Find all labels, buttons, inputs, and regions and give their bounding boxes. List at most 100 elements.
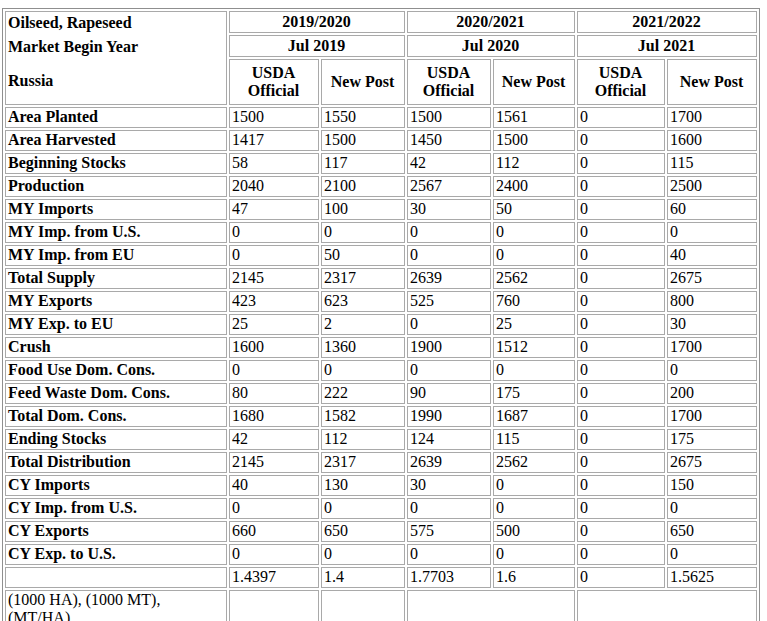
- value-cell: 30: [407, 199, 491, 220]
- units-row: (1000 HA), (1000 MT), (MT/HA): [5, 590, 757, 621]
- new-post-header-1: New Post: [321, 59, 405, 105]
- value-cell: 2639: [407, 452, 491, 473]
- table-row: MY Imp. from EU 0 50 0 0 0 40: [5, 245, 757, 266]
- value-cell: 0: [493, 475, 575, 496]
- value-cell: 0: [577, 498, 665, 519]
- value-cell: 0: [407, 222, 491, 243]
- value-cell: 0: [407, 314, 491, 335]
- value-cell: 525: [407, 291, 491, 312]
- value-cell: 1360: [321, 337, 405, 358]
- market-begin-year-label: Market Begin Year: [8, 35, 223, 59]
- value-cell: 0: [229, 544, 319, 565]
- table-footer: (1000 HA), (1000 MT), (MT/HA): [5, 590, 757, 621]
- usda-official-header-3: USDA Official: [577, 59, 665, 105]
- value-cell: 100: [321, 199, 405, 220]
- value-cell: 1512: [493, 337, 575, 358]
- value-cell: 0: [577, 406, 665, 427]
- value-cell: 1900: [407, 337, 491, 358]
- value-cell: 47: [229, 199, 319, 220]
- value-cell: 42: [407, 153, 491, 174]
- value-cell: 0: [493, 245, 575, 266]
- table-row: Total Dom. Cons. 1680 1582 1990 1687 0 1…: [5, 406, 757, 427]
- row-label: MY Imp. from U.S.: [5, 222, 227, 243]
- value-cell: 1500: [229, 107, 319, 128]
- value-cell: 1700: [667, 406, 757, 427]
- value-cell: 0: [577, 360, 665, 381]
- value-cell: 0: [577, 337, 665, 358]
- value-cell: 0: [577, 452, 665, 473]
- table-row: Beginning Stocks 58 117 42 112 0 115: [5, 153, 757, 174]
- value-cell: 0: [577, 429, 665, 450]
- value-cell: 2040: [229, 176, 319, 197]
- table-row: 1.4397 1.4 1.7703 1.6 0 1.5625: [5, 567, 757, 588]
- value-cell: 112: [493, 153, 575, 174]
- table-row: CY Imp. from U.S. 0 0 0 0 0 0: [5, 498, 757, 519]
- new-post-header-3: New Post: [667, 59, 757, 105]
- value-cell: 60: [667, 199, 757, 220]
- value-cell: 2562: [493, 268, 575, 289]
- begin-header-jul-2021: Jul 2021: [577, 35, 757, 57]
- value-cell: 1.5625: [667, 567, 757, 588]
- table-row: CY Imports 40 130 30 0 0 150: [5, 475, 757, 496]
- table-row: Food Use Dom. Cons. 0 0 0 0 0 0: [5, 360, 757, 381]
- value-cell: 0: [577, 199, 665, 220]
- value-cell: 0: [577, 314, 665, 335]
- value-cell: 423: [229, 291, 319, 312]
- value-cell: 0: [577, 176, 665, 197]
- value-cell: 0: [577, 130, 665, 151]
- value-cell: 1600: [229, 337, 319, 358]
- commodity-psd-table: Oilseed, Rapeseed Market Begin Year Russ…: [2, 8, 760, 621]
- value-cell: 50: [493, 199, 575, 220]
- value-cell: 0: [493, 544, 575, 565]
- value-cell: 0: [407, 498, 491, 519]
- table-row: Production 2040 2100 2567 2400 0 2500: [5, 176, 757, 197]
- country-label: Russia: [8, 59, 223, 104]
- value-cell: 2145: [229, 268, 319, 289]
- year-header-2020-2021: 2020/2021: [407, 11, 575, 33]
- table-row: MY Exports 423 623 525 760 0 800: [5, 291, 757, 312]
- value-cell: 650: [667, 521, 757, 542]
- value-cell: 0: [667, 544, 757, 565]
- row-label: Total Distribution: [5, 452, 227, 473]
- value-cell: 0: [577, 268, 665, 289]
- table-header: Oilseed, Rapeseed Market Begin Year Russ…: [5, 11, 757, 105]
- value-cell: 40: [667, 245, 757, 266]
- row-label: Ending Stocks: [5, 429, 227, 450]
- value-cell: 0: [667, 222, 757, 243]
- value-cell: 0: [493, 222, 575, 243]
- value-cell: 1450: [407, 130, 491, 151]
- value-cell: 25: [493, 314, 575, 335]
- value-cell: 0: [229, 245, 319, 266]
- row-label: Food Use Dom. Cons.: [5, 360, 227, 381]
- table-row: MY Imp. from U.S. 0 0 0 0 0 0: [5, 222, 757, 243]
- year-row: Oilseed, Rapeseed Market Begin Year Russ…: [5, 11, 757, 33]
- row-label: Total Supply: [5, 268, 227, 289]
- value-cell: 1.4397: [229, 567, 319, 588]
- table-row: MY Imports 47 100 30 50 0 60: [5, 199, 757, 220]
- row-label: CY Imp. from U.S.: [5, 498, 227, 519]
- value-cell: 150: [667, 475, 757, 496]
- value-cell: 1600: [667, 130, 757, 151]
- table-row: CY Exports 660 650 575 500 0 650: [5, 521, 757, 542]
- value-cell: 0: [577, 222, 665, 243]
- table-row: Area Planted 1500 1550 1500 1561 0 1700: [5, 107, 757, 128]
- value-cell: 130: [321, 475, 405, 496]
- value-cell: 0: [577, 475, 665, 496]
- units-note: (1000 HA), (1000 MT), (MT/HA): [5, 590, 227, 621]
- value-cell: 1990: [407, 406, 491, 427]
- value-cell: 1500: [407, 107, 491, 128]
- value-cell: 30: [667, 314, 757, 335]
- value-cell: 90: [407, 383, 491, 404]
- row-label: CY Exp. to U.S.: [5, 544, 227, 565]
- footer-empty-cell: [321, 590, 405, 621]
- table-row: Total Supply 2145 2317 2639 2562 0 2675: [5, 268, 757, 289]
- begin-header-jul-2020: Jul 2020: [407, 35, 575, 57]
- value-cell: 2100: [321, 176, 405, 197]
- commodity-title: Oilseed, Rapeseed: [8, 12, 223, 35]
- value-cell: 42: [229, 429, 319, 450]
- usda-official-header-1: USDA Official: [229, 59, 319, 105]
- row-label: CY Exports: [5, 521, 227, 542]
- value-cell: 1582: [321, 406, 405, 427]
- row-label: Crush: [5, 337, 227, 358]
- value-cell: 0: [577, 383, 665, 404]
